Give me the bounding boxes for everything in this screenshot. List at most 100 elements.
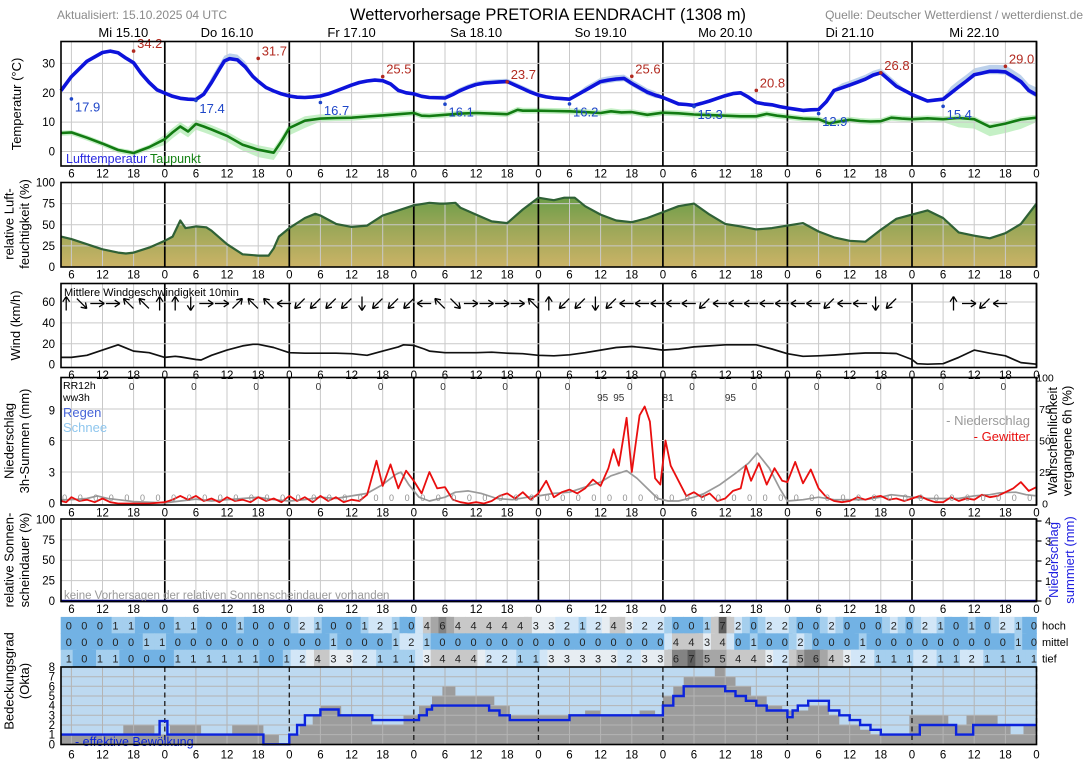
svg-text:6: 6 [317, 508, 323, 520]
svg-text:12: 12 [345, 604, 358, 616]
svg-text:0: 0 [1001, 382, 1007, 393]
svg-text:1: 1 [112, 653, 118, 665]
svg-text:0: 0 [909, 604, 915, 616]
svg-text:0: 0 [436, 493, 441, 503]
svg-text:0: 0 [579, 637, 585, 649]
svg-text:0: 0 [408, 621, 414, 633]
svg-text:1: 1 [253, 653, 259, 665]
svg-text:1: 1 [49, 730, 55, 742]
svg-text:6: 6 [317, 370, 323, 382]
svg-text:0: 0 [535, 604, 541, 616]
svg-text:0: 0 [373, 493, 378, 503]
svg-text:0: 0 [280, 493, 285, 503]
svg-text:So 19.10: So 19.10 [575, 25, 627, 40]
svg-text:relative Luft-: relative Luft- [2, 188, 17, 260]
svg-text:Mi 22.10: Mi 22.10 [949, 25, 999, 40]
svg-text:0: 0 [159, 653, 165, 665]
svg-text:1: 1 [237, 621, 243, 633]
svg-text:12: 12 [96, 270, 109, 282]
svg-text:18: 18 [874, 169, 887, 181]
svg-text:1: 1 [393, 621, 399, 633]
svg-text:0: 0 [162, 270, 168, 282]
svg-text:4: 4 [455, 621, 461, 633]
svg-text:3: 3 [548, 653, 554, 665]
svg-text:6: 6 [317, 750, 323, 762]
svg-text:12: 12 [719, 270, 732, 282]
svg-text:12: 12 [345, 169, 358, 181]
svg-text:18: 18 [874, 508, 887, 520]
svg-text:1: 1 [937, 621, 943, 633]
svg-text:0: 0 [660, 169, 666, 181]
svg-text:vergangene 6h (%): vergangene 6h (%) [1060, 386, 1075, 497]
svg-text:0: 0 [514, 493, 519, 503]
svg-text:0: 0 [784, 370, 790, 382]
svg-text:12: 12 [96, 169, 109, 181]
svg-text:0: 0 [535, 169, 541, 181]
svg-text:0: 0 [1033, 370, 1039, 382]
svg-text:0: 0 [451, 493, 456, 503]
svg-text:0: 0 [286, 169, 292, 181]
svg-text:1: 1 [704, 621, 710, 633]
svg-text:6: 6 [940, 508, 946, 520]
svg-text:6: 6 [940, 370, 946, 382]
svg-text:- Niederschlag: - Niederschlag [946, 413, 1030, 428]
svg-text:18: 18 [625, 750, 638, 762]
svg-text:18: 18 [625, 604, 638, 616]
svg-text:3: 3 [49, 710, 55, 722]
svg-text:1: 1 [424, 637, 430, 649]
svg-text:0: 0 [470, 637, 476, 649]
svg-text:0: 0 [284, 637, 290, 649]
svg-text:1: 1 [891, 653, 897, 665]
svg-text:Niederschlag: Niederschlag [1046, 522, 1061, 598]
svg-text:4: 4 [735, 653, 741, 665]
svg-text:0: 0 [1012, 493, 1017, 503]
svg-text:0: 0 [751, 621, 757, 633]
svg-text:0: 0 [611, 637, 617, 649]
svg-text:2: 2 [408, 637, 414, 649]
svg-text:0: 0 [1042, 499, 1048, 511]
svg-text:0: 0 [752, 382, 758, 393]
svg-text:0: 0 [535, 508, 541, 520]
svg-text:6: 6 [317, 169, 323, 181]
svg-text:34.2: 34.2 [137, 36, 162, 51]
svg-text:1: 1 [330, 637, 336, 649]
svg-text:0: 0 [1031, 637, 1037, 649]
svg-text:50: 50 [1039, 436, 1051, 448]
svg-text:18: 18 [750, 750, 763, 762]
svg-text:1: 1 [144, 637, 150, 649]
svg-text:0: 0 [358, 493, 363, 503]
svg-text:18: 18 [625, 270, 638, 282]
svg-text:0: 0 [439, 637, 445, 649]
svg-text:0: 0 [411, 604, 417, 616]
svg-text:0: 0 [669, 493, 674, 503]
svg-text:0: 0 [918, 493, 923, 503]
svg-text:0: 0 [673, 621, 679, 633]
svg-text:6: 6 [193, 270, 199, 282]
svg-text:0: 0 [249, 493, 254, 503]
svg-text:Mo 20.10: Mo 20.10 [698, 25, 752, 40]
svg-text:3: 3 [844, 653, 850, 665]
svg-text:Mittlere Windgeschwindigkeit 1: Mittlere Windgeschwindigkeit 10min [64, 287, 239, 299]
svg-text:12: 12 [968, 370, 981, 382]
svg-text:0: 0 [78, 493, 83, 503]
svg-text:18: 18 [999, 370, 1012, 382]
svg-text:0: 0 [875, 637, 881, 649]
svg-text:15.3: 15.3 [698, 107, 723, 122]
svg-text:12: 12 [470, 169, 483, 181]
svg-text:0: 0 [903, 493, 908, 503]
svg-text:1: 1 [1015, 621, 1021, 633]
svg-text:hoch: hoch [1042, 621, 1066, 633]
svg-text:0: 0 [794, 493, 799, 503]
svg-text:0: 0 [327, 493, 332, 503]
svg-text:12: 12 [470, 270, 483, 282]
svg-text:16.2: 16.2 [573, 104, 598, 119]
svg-text:1: 1 [579, 621, 585, 633]
svg-text:2: 2 [657, 621, 663, 633]
svg-text:12: 12 [345, 270, 358, 282]
svg-text:12: 12 [719, 604, 732, 616]
svg-text:0: 0 [535, 370, 541, 382]
svg-text:1: 1 [190, 621, 196, 633]
svg-text:0: 0 [872, 493, 877, 503]
svg-text:6: 6 [68, 604, 74, 616]
svg-text:mittel: mittel [1042, 637, 1068, 649]
